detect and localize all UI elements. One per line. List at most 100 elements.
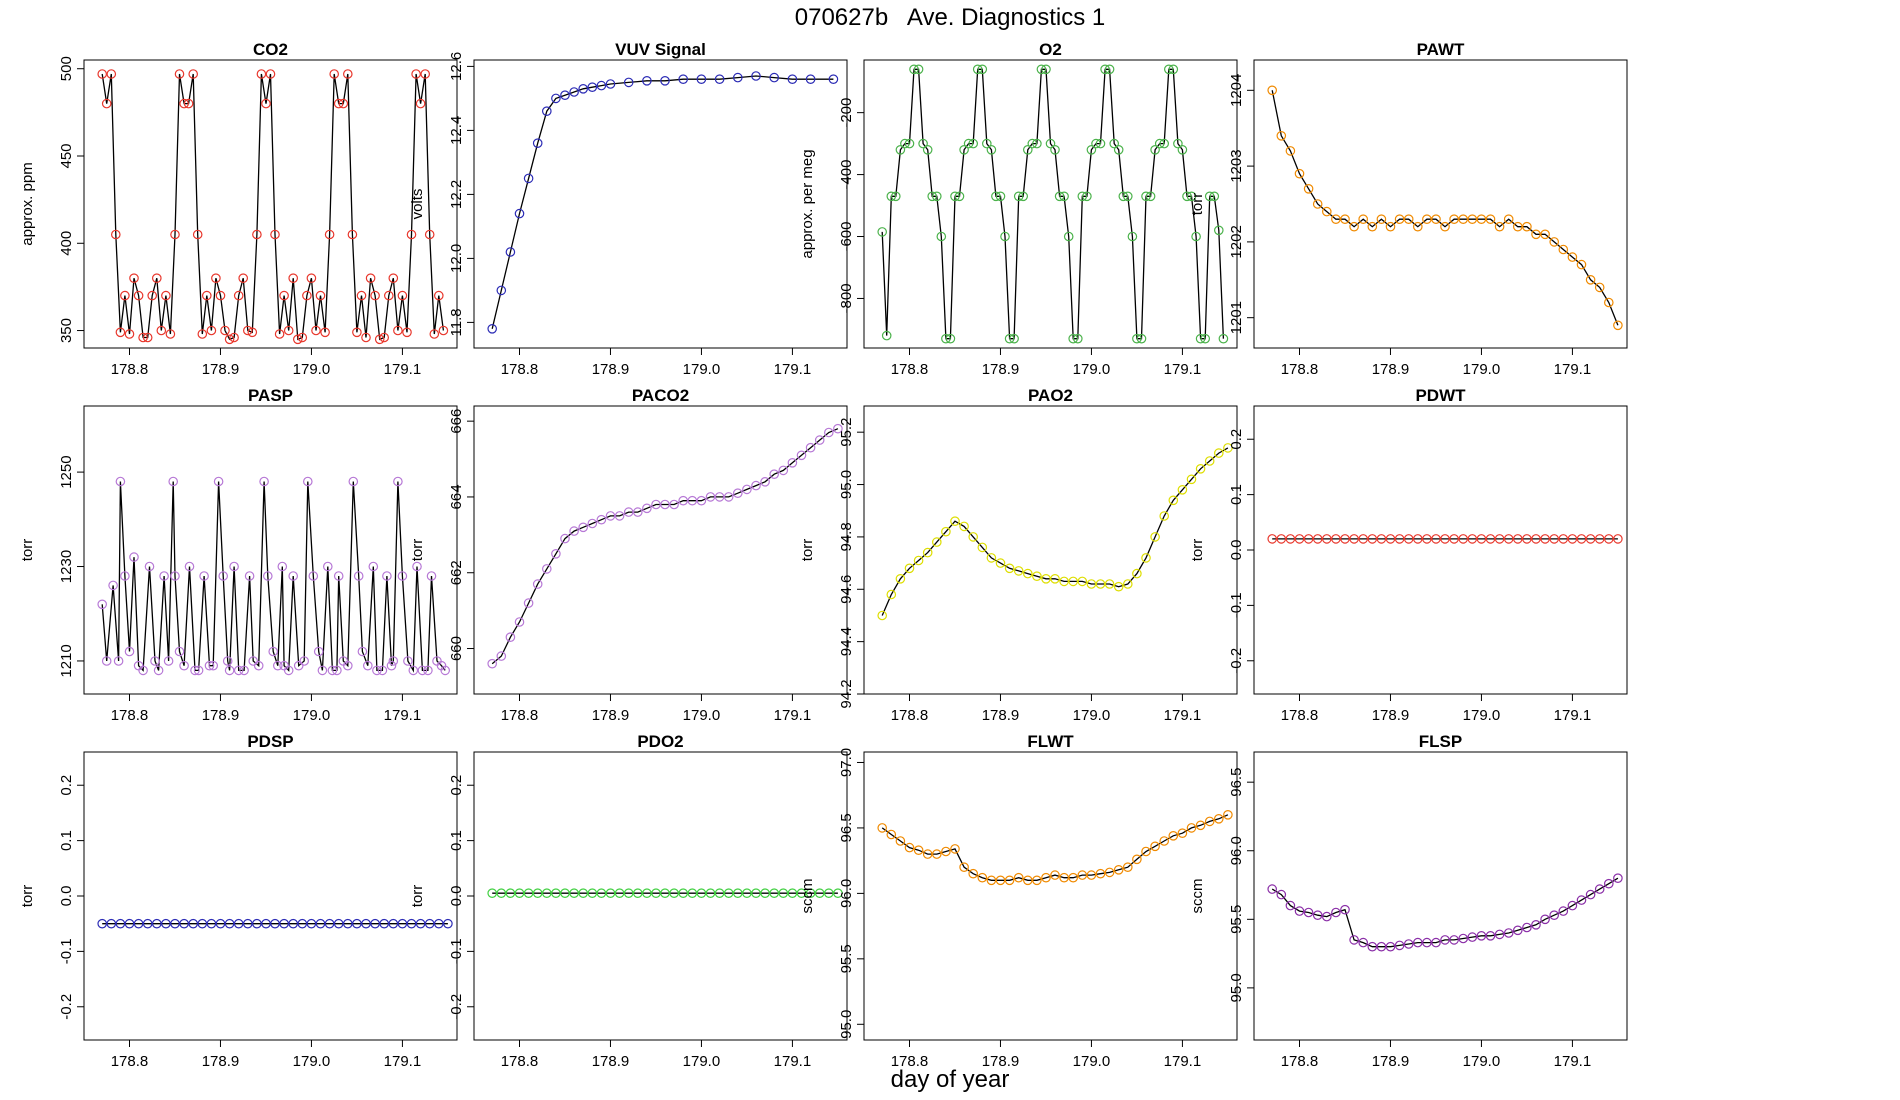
data-point xyxy=(769,469,779,479)
data-point xyxy=(1054,191,1065,202)
data-point xyxy=(560,533,570,544)
data-point xyxy=(751,480,761,491)
x-tick-label: 178.9 xyxy=(982,361,1020,378)
data-point xyxy=(238,273,248,283)
data-point xyxy=(1449,214,1459,224)
y-axis-label: approx. per meg xyxy=(799,149,816,258)
data-point xyxy=(1422,937,1432,948)
data-point xyxy=(1004,875,1015,886)
y-tick-label: -0.2 xyxy=(58,994,75,1020)
data-point xyxy=(315,918,326,929)
data-point xyxy=(968,868,978,879)
data-point xyxy=(1050,145,1060,155)
data-point xyxy=(1585,274,1596,285)
x-tick-label: 178.9 xyxy=(1372,707,1410,724)
data-point xyxy=(1422,534,1432,544)
data-point xyxy=(1522,534,1532,544)
data-point xyxy=(1154,138,1165,149)
data-point xyxy=(941,526,951,537)
data-point xyxy=(170,918,180,929)
data-point xyxy=(1431,937,1441,948)
data-point xyxy=(945,333,956,344)
data-point xyxy=(1476,534,1487,544)
data-point xyxy=(1018,191,1028,202)
data-point xyxy=(315,290,326,301)
x-tick-label: 179.1 xyxy=(384,361,422,378)
data-point xyxy=(541,106,552,116)
data-point xyxy=(805,888,816,898)
data-point xyxy=(1558,534,1569,544)
data-point xyxy=(306,273,317,283)
y-tick-label: 0.0 xyxy=(58,886,75,907)
data-point xyxy=(283,325,294,336)
data-point xyxy=(669,888,679,898)
data-point xyxy=(805,74,816,84)
data-point xyxy=(277,561,288,572)
data-point xyxy=(288,273,298,283)
data-point xyxy=(348,476,359,487)
data-point xyxy=(1394,534,1405,544)
data-point xyxy=(406,918,417,929)
chart-title: PASP xyxy=(248,386,293,405)
data-point xyxy=(1267,884,1277,894)
data-point xyxy=(288,918,298,929)
data-point xyxy=(1109,138,1119,149)
data-point xyxy=(587,518,598,529)
y-tick-label: 662 xyxy=(448,560,465,585)
plot-frame xyxy=(1253,751,1628,1041)
data-point xyxy=(1204,456,1215,466)
data-point xyxy=(1458,534,1468,544)
y-tick-label: 1204 xyxy=(1228,74,1245,107)
data-point xyxy=(179,98,189,109)
data-point xyxy=(256,69,267,79)
data-point xyxy=(213,476,224,487)
data-point xyxy=(1123,579,1133,589)
series-line xyxy=(101,73,445,341)
data-point xyxy=(931,849,942,859)
data-point xyxy=(299,656,309,666)
data-point xyxy=(1276,131,1287,141)
data-point xyxy=(1449,534,1459,544)
data-point xyxy=(192,229,203,240)
data-point xyxy=(732,488,743,498)
data-point xyxy=(1218,333,1229,344)
data-point xyxy=(1059,576,1069,587)
series-line xyxy=(491,428,839,665)
y-tick-label: 660 xyxy=(448,636,465,661)
data-point xyxy=(174,69,185,79)
data-point xyxy=(1100,64,1110,75)
data-point xyxy=(787,457,798,468)
data-point xyxy=(1567,534,1578,544)
data-point xyxy=(224,334,235,345)
data-point xyxy=(370,290,380,301)
plot-frame xyxy=(83,751,458,1041)
data-point xyxy=(253,660,264,671)
data-point xyxy=(881,330,892,341)
data-point xyxy=(197,329,208,339)
data-point xyxy=(368,561,379,572)
data-point xyxy=(833,423,843,434)
data-point xyxy=(1467,534,1478,544)
data-point xyxy=(642,888,652,898)
data-point xyxy=(101,98,112,109)
data-point xyxy=(678,495,688,506)
chart-title: PAO2 xyxy=(1028,386,1073,405)
y-tick-label: -400 xyxy=(838,160,855,190)
data-point xyxy=(890,191,901,202)
data-point xyxy=(1127,231,1138,242)
data-point xyxy=(362,660,373,671)
data-point xyxy=(1173,138,1183,149)
data-point xyxy=(913,555,924,566)
y-tick-label: 1203 xyxy=(1228,149,1245,182)
x-tick-label: 178.9 xyxy=(1372,361,1410,378)
data-point xyxy=(660,76,670,86)
data-point xyxy=(1164,64,1174,75)
data-point xyxy=(1059,872,1069,883)
data-point xyxy=(1312,199,1323,209)
data-point xyxy=(587,82,598,92)
data-point xyxy=(215,290,226,301)
data-point xyxy=(514,208,525,219)
data-point xyxy=(1186,823,1197,833)
data-point xyxy=(1594,282,1605,293)
data-point xyxy=(402,327,412,338)
